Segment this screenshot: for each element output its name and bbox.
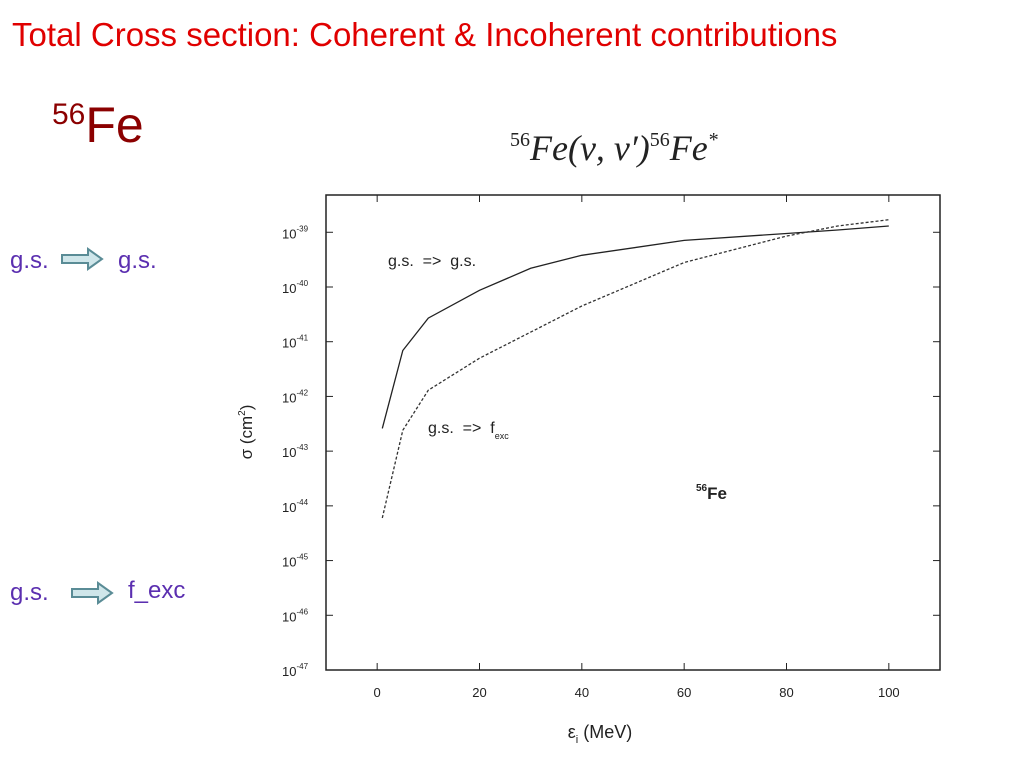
series-name: g.s. => f [428,420,495,437]
arrow [71,581,114,605]
slide-title: Total Cross section: Coherent & Incohere… [12,16,837,53]
plot-frame [325,194,941,671]
x-label-rest: (MeV) [578,722,632,742]
y-tick-base: 10 [282,390,296,405]
y-tick-exp: -40 [296,279,308,288]
label-to: f_exc [128,577,185,604]
reaction-part: 56 [650,129,670,151]
x-tick-label: 80 [779,685,793,700]
series-line [381,219,889,519]
label-from: g.s. [10,579,49,606]
y-tick-exp: -42 [296,388,308,397]
y-tick-base: 10 [282,226,296,241]
series-label: g.s. => fexc [428,420,509,441]
series-label: g.s. => g.s. [388,253,476,270]
y-tick-base: 10 [282,281,296,296]
y-tick-base: 10 [282,664,296,679]
reaction: 56Fe(ν, ν′)56Fe* [510,128,718,168]
y-tick-label: 10-45 [282,553,309,570]
x-tick-label: 100 [878,685,900,700]
y-tick-label: 10-47 [282,662,309,679]
arrow [61,247,104,271]
label-from: g.s. [10,247,49,274]
nucleus: 56Fe [52,97,144,153]
series-line [381,225,889,429]
y-tick-exp: -43 [296,443,308,452]
x-label-sub: i [576,734,578,746]
y-tick-label: 10-39 [282,224,309,241]
y-tick-base: 10 [282,500,296,515]
x-axis-label: εi (MeV) [568,722,632,746]
annotation-sup: 56 [696,483,708,494]
y-tick-exp: -47 [296,662,308,671]
y-tick-label: 10-42 [282,388,309,405]
y-tick-exp: -44 [296,498,308,507]
y-tick-base: 10 [282,609,296,624]
label-to: g.s. [118,247,157,274]
y-tick-base: 10 [282,336,296,351]
reaction-part: 56 [510,129,530,151]
reaction-part: Fe(ν, ν′) [529,128,650,168]
x-tick-label: 60 [677,685,691,700]
y-tick-base: 10 [282,445,296,460]
x-label-text: ε [568,722,576,742]
x-tick-label: 0 [374,685,381,700]
y-tick-exp: -39 [296,224,308,233]
y-tick-exp: -41 [296,334,308,343]
y-tick-label: 10-40 [282,279,309,296]
plot-annotation: 56Fe [696,483,727,503]
y-tick-label: 10-46 [282,607,309,624]
y-axis-label: σ (cm2) [237,405,256,460]
x-tick-label: 40 [575,685,589,700]
y-label-text: σ (cm [237,416,256,460]
y-tick-label: 10-43 [282,443,309,460]
y-tick-label: 10-44 [282,498,309,515]
nucleus-symbol: Fe [85,97,143,153]
y-label-rest: ) [237,405,256,411]
reaction-part: * [708,129,718,151]
x-tick-label: 20 [472,685,486,700]
y-tick-exp: -46 [296,607,308,616]
series-name-sub: exc [495,431,510,441]
y-tick-base: 10 [282,555,296,570]
y-tick-label: 10-41 [282,334,309,351]
series-name: g.s. => g.s. [388,253,476,270]
y-tick-exp: -45 [296,553,308,562]
nucleus-mass: 56 [52,98,85,131]
y-label-sup: 2 [237,410,248,416]
annotation-text: Fe [707,484,727,503]
reaction-part: Fe [669,128,708,168]
